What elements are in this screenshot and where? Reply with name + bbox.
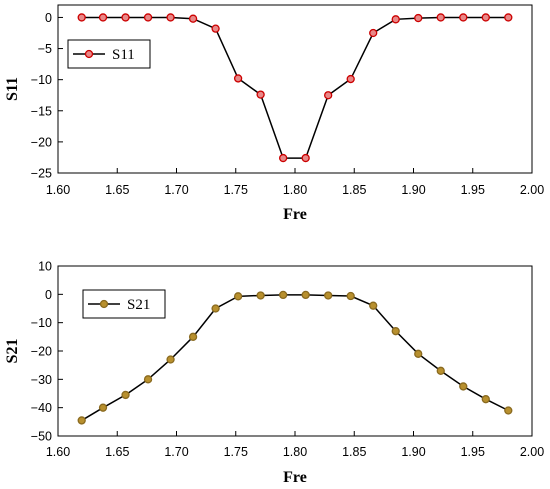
s11-y-tick-label: −5	[38, 42, 52, 56]
s21-legend: S21	[82, 289, 166, 319]
s21-data-point	[414, 349, 423, 358]
s11-x-ticks: 1.60 1.65 1.70 1.75 1.80 1.85 1.90 1.95 2.00	[46, 168, 544, 197]
s11-y-tick-label: 0	[45, 11, 52, 25]
s11-y-axis-title: S11	[4, 77, 21, 101]
s21-data-point	[278, 290, 288, 300]
s11-data-point	[256, 90, 265, 99]
s11-x-tick-label: 1.90	[401, 183, 425, 197]
s21-y-tick-label: 10	[38, 260, 52, 274]
s11-data-point	[391, 15, 400, 24]
s21-data-point	[256, 291, 265, 300]
s21-x-tick-label: 1.70	[164, 445, 188, 459]
s21-data-point	[77, 416, 86, 425]
s21-x-tick-label: 1.75	[224, 445, 248, 459]
s21-x-tick-label: 1.80	[283, 445, 307, 459]
s21-x-tick-label: 1.95	[461, 445, 485, 459]
s11-chart: 1.60 1.65 1.70 1.75 1.80 1.85 1.90 1.95 2.00 0 −5…	[4, 4, 544, 223]
s21-x-tick-label: 1.60	[46, 445, 70, 459]
s11-y-tick-label: −20	[31, 135, 52, 149]
s21-data-point	[436, 366, 445, 375]
s11-series-line	[81, 16, 509, 159]
s21-data-point	[233, 292, 243, 301]
s11-plot-frame	[57, 4, 533, 174]
s11-data-point	[188, 14, 198, 23]
s11-x-tick-label: 1.60	[46, 183, 70, 197]
s11-x-axis-title: Fre	[283, 206, 307, 223]
s11-data-point	[324, 91, 333, 100]
s21-x-ticks: 1.60 1.65 1.70 1.75 1.80 1.85 1.90 1.95 2.00	[46, 431, 544, 459]
s11-data-point	[143, 13, 153, 22]
s21-legend-marker	[99, 299, 109, 309]
s21-legend-label: S21	[127, 297, 150, 313]
s21-series-line	[81, 294, 509, 422]
s11-data-point	[77, 13, 86, 22]
s21-x-tick-label: 1.65	[105, 445, 129, 459]
s11-legend-label: S11	[112, 47, 135, 63]
s11-legend: S11	[67, 39, 151, 69]
s21-data-point	[166, 355, 175, 364]
s11-data-point	[346, 74, 355, 84]
s11-x-tick-label: 2.00	[520, 183, 544, 197]
s21-data-point	[369, 301, 378, 310]
s21-data-point	[211, 304, 220, 313]
s11-data-point	[369, 28, 378, 38]
s21-x-tick-label: 2.00	[520, 445, 544, 459]
s21-x-tick-label: 1.90	[401, 445, 425, 459]
s21-x-axis-title: Fre	[283, 469, 307, 486]
s11-data-point	[278, 153, 288, 163]
s21-y-tick-label: −40	[31, 401, 52, 415]
s21-data-point	[301, 290, 310, 300]
s11-data-point	[459, 13, 468, 22]
s11-data-point	[233, 74, 243, 83]
s21-data-point	[121, 390, 130, 400]
s21-y-axis-title: S21	[4, 339, 21, 364]
s21-data-point	[324, 291, 333, 300]
s21-data-point	[98, 403, 108, 412]
s21-data-point	[143, 375, 153, 384]
s11-legend-marker	[84, 49, 94, 59]
s11-y-tick-label: −10	[31, 73, 52, 87]
s11-x-tick-label: 1.65	[105, 183, 129, 197]
s21-chart: 1.60 1.65 1.70 1.75 1.80 1.85 1.90 1.95 2.00 10 0…	[4, 260, 544, 487]
s11-data-point	[211, 24, 220, 33]
s11-y-tick-label: −25	[31, 167, 52, 181]
s21-data-point	[459, 382, 468, 391]
s21-y-tick-label: −50	[31, 430, 52, 444]
s21-data-point	[504, 406, 513, 415]
s11-series	[77, 13, 513, 163]
s21-y-ticks: 10 0 −10 −20 −30 −40 −50	[31, 260, 63, 444]
s21-y-tick-label: −10	[31, 316, 52, 330]
s11-y-tick-label: −15	[31, 104, 52, 118]
s11-x-tick-label: 1.80	[283, 183, 307, 197]
s21-series	[77, 290, 513, 425]
s21-x-tick-label: 1.85	[342, 445, 366, 459]
s21-y-tick-label: −20	[31, 345, 52, 359]
s11-data-point	[98, 13, 108, 22]
s11-y-ticks: 0 −5 −10 −15 −20 −25	[31, 11, 63, 181]
s11-x-tick-label: 1.70	[164, 183, 188, 197]
s11-x-tick-label: 1.85	[342, 183, 366, 197]
s21-data-point	[481, 395, 490, 404]
s21-y-tick-label: 0	[45, 288, 52, 302]
s11-data-point	[504, 13, 513, 22]
s11-data-point	[301, 153, 310, 163]
s11-data-point	[121, 13, 130, 22]
s21-y-tick-label: −30	[31, 373, 52, 387]
s21-data-point	[188, 332, 198, 341]
s11-data-point	[166, 13, 175, 22]
s21-data-point	[346, 291, 355, 301]
s11-data-point	[481, 13, 490, 22]
s11-x-tick-label: 1.75	[224, 183, 248, 197]
s11-x-tick-label: 1.95	[461, 183, 485, 197]
s11-data-point	[436, 13, 445, 22]
s11-data-point	[414, 13, 423, 23]
s21-data-point	[391, 327, 400, 336]
